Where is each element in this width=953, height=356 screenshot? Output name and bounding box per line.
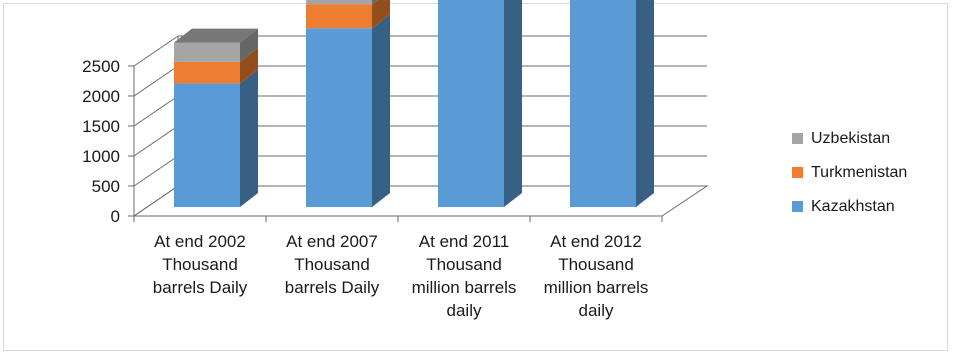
legend-swatch-turkmenistan: [792, 167, 803, 178]
bar-kazakhstan: [174, 83, 240, 207]
x-category-label-line: At end 2011: [419, 232, 509, 251]
y-axis: 0 500 1000 1500 2000 2500: [82, 57, 134, 226]
bar-kazakhstan: [306, 28, 372, 208]
legend-label-turkmenistan: Turkmenistan: [811, 164, 907, 181]
x-category-label-line: barrels Daily: [285, 278, 380, 297]
x-category-label-line: daily: [447, 301, 482, 320]
x-category-label-line: At end 2002: [154, 232, 246, 251]
bar-side-kazakhstan: [504, 0, 522, 207]
x-category-label-line: Thousand: [294, 255, 370, 274]
gridline-wall: [133, 125, 179, 157]
gridline-wall: [133, 95, 179, 127]
x-category-label-line: million barrels: [412, 278, 517, 297]
gridline-wall: [133, 65, 179, 97]
legend-swatch-uzbekistan: [792, 133, 803, 144]
x-category-label-line: Thousand: [426, 255, 502, 274]
bar-uzbekistan: [174, 42, 240, 62]
bar-kazakhstan: [570, 0, 636, 207]
x-category-label: At end 2011 Thousand million barrels daily: [412, 232, 517, 320]
bar-turkmenistan: [306, 4, 372, 29]
bar-side-kazakhstan: [240, 69, 258, 208]
bar-side-kazakhstan: [372, 14, 390, 208]
x-category-label-line: barrels Daily: [153, 278, 248, 297]
legend-swatch-kazakhstan: [792, 201, 803, 212]
legend-label-kazakhstan: Kazakhstan: [811, 198, 895, 215]
x-category-label-line: daily: [579, 301, 614, 320]
bars: [174, 0, 654, 208]
y-tick-label: 0: [111, 207, 120, 226]
gridline-wall: [133, 35, 179, 67]
x-category-label: At end 2012 Thousand million barrels daily: [544, 232, 649, 320]
gridline-wall: [133, 155, 179, 187]
y-tick-label: 2000: [82, 87, 120, 106]
x-category-label: At end 2002 Thousand barrels Daily: [153, 232, 248, 297]
bar-kazakhstan: [438, 0, 504, 207]
y-tick-label: 2500: [82, 57, 120, 76]
bar-side-turkmenistan: [372, 0, 390, 29]
gridline-wall: [133, 185, 179, 217]
y-tick-label: 1000: [82, 147, 120, 166]
bar-uzbekistan: [306, 0, 372, 5]
bar-side-uzbekistan: [372, 0, 378, 5]
bar-turkmenistan: [174, 61, 240, 84]
x-category-label-line: At end 2007: [286, 232, 378, 251]
bar-side-turkmenistan: [240, 47, 258, 84]
x-category-label-line: Thousand: [162, 255, 238, 274]
legend-label-uzbekistan: Uzbekistan: [811, 130, 890, 147]
bar-side-uzbekistan: [240, 28, 258, 62]
legend: Uzbekistan Turkmenistan Kazakhstan: [792, 130, 907, 215]
y-tick-label: 1500: [82, 117, 120, 136]
x-category-label-line: million barrels: [544, 278, 649, 297]
x-category-label: At end 2007 Thousand barrels Daily: [285, 232, 380, 297]
bar-side-kazakhstan: [636, 0, 654, 207]
x-category-label-line: Thousand: [558, 255, 634, 274]
x-category-label-line: At end 2012: [550, 232, 642, 251]
y-tick-label: 500: [92, 177, 120, 196]
bar-top-uzbekistan: [174, 28, 258, 43]
